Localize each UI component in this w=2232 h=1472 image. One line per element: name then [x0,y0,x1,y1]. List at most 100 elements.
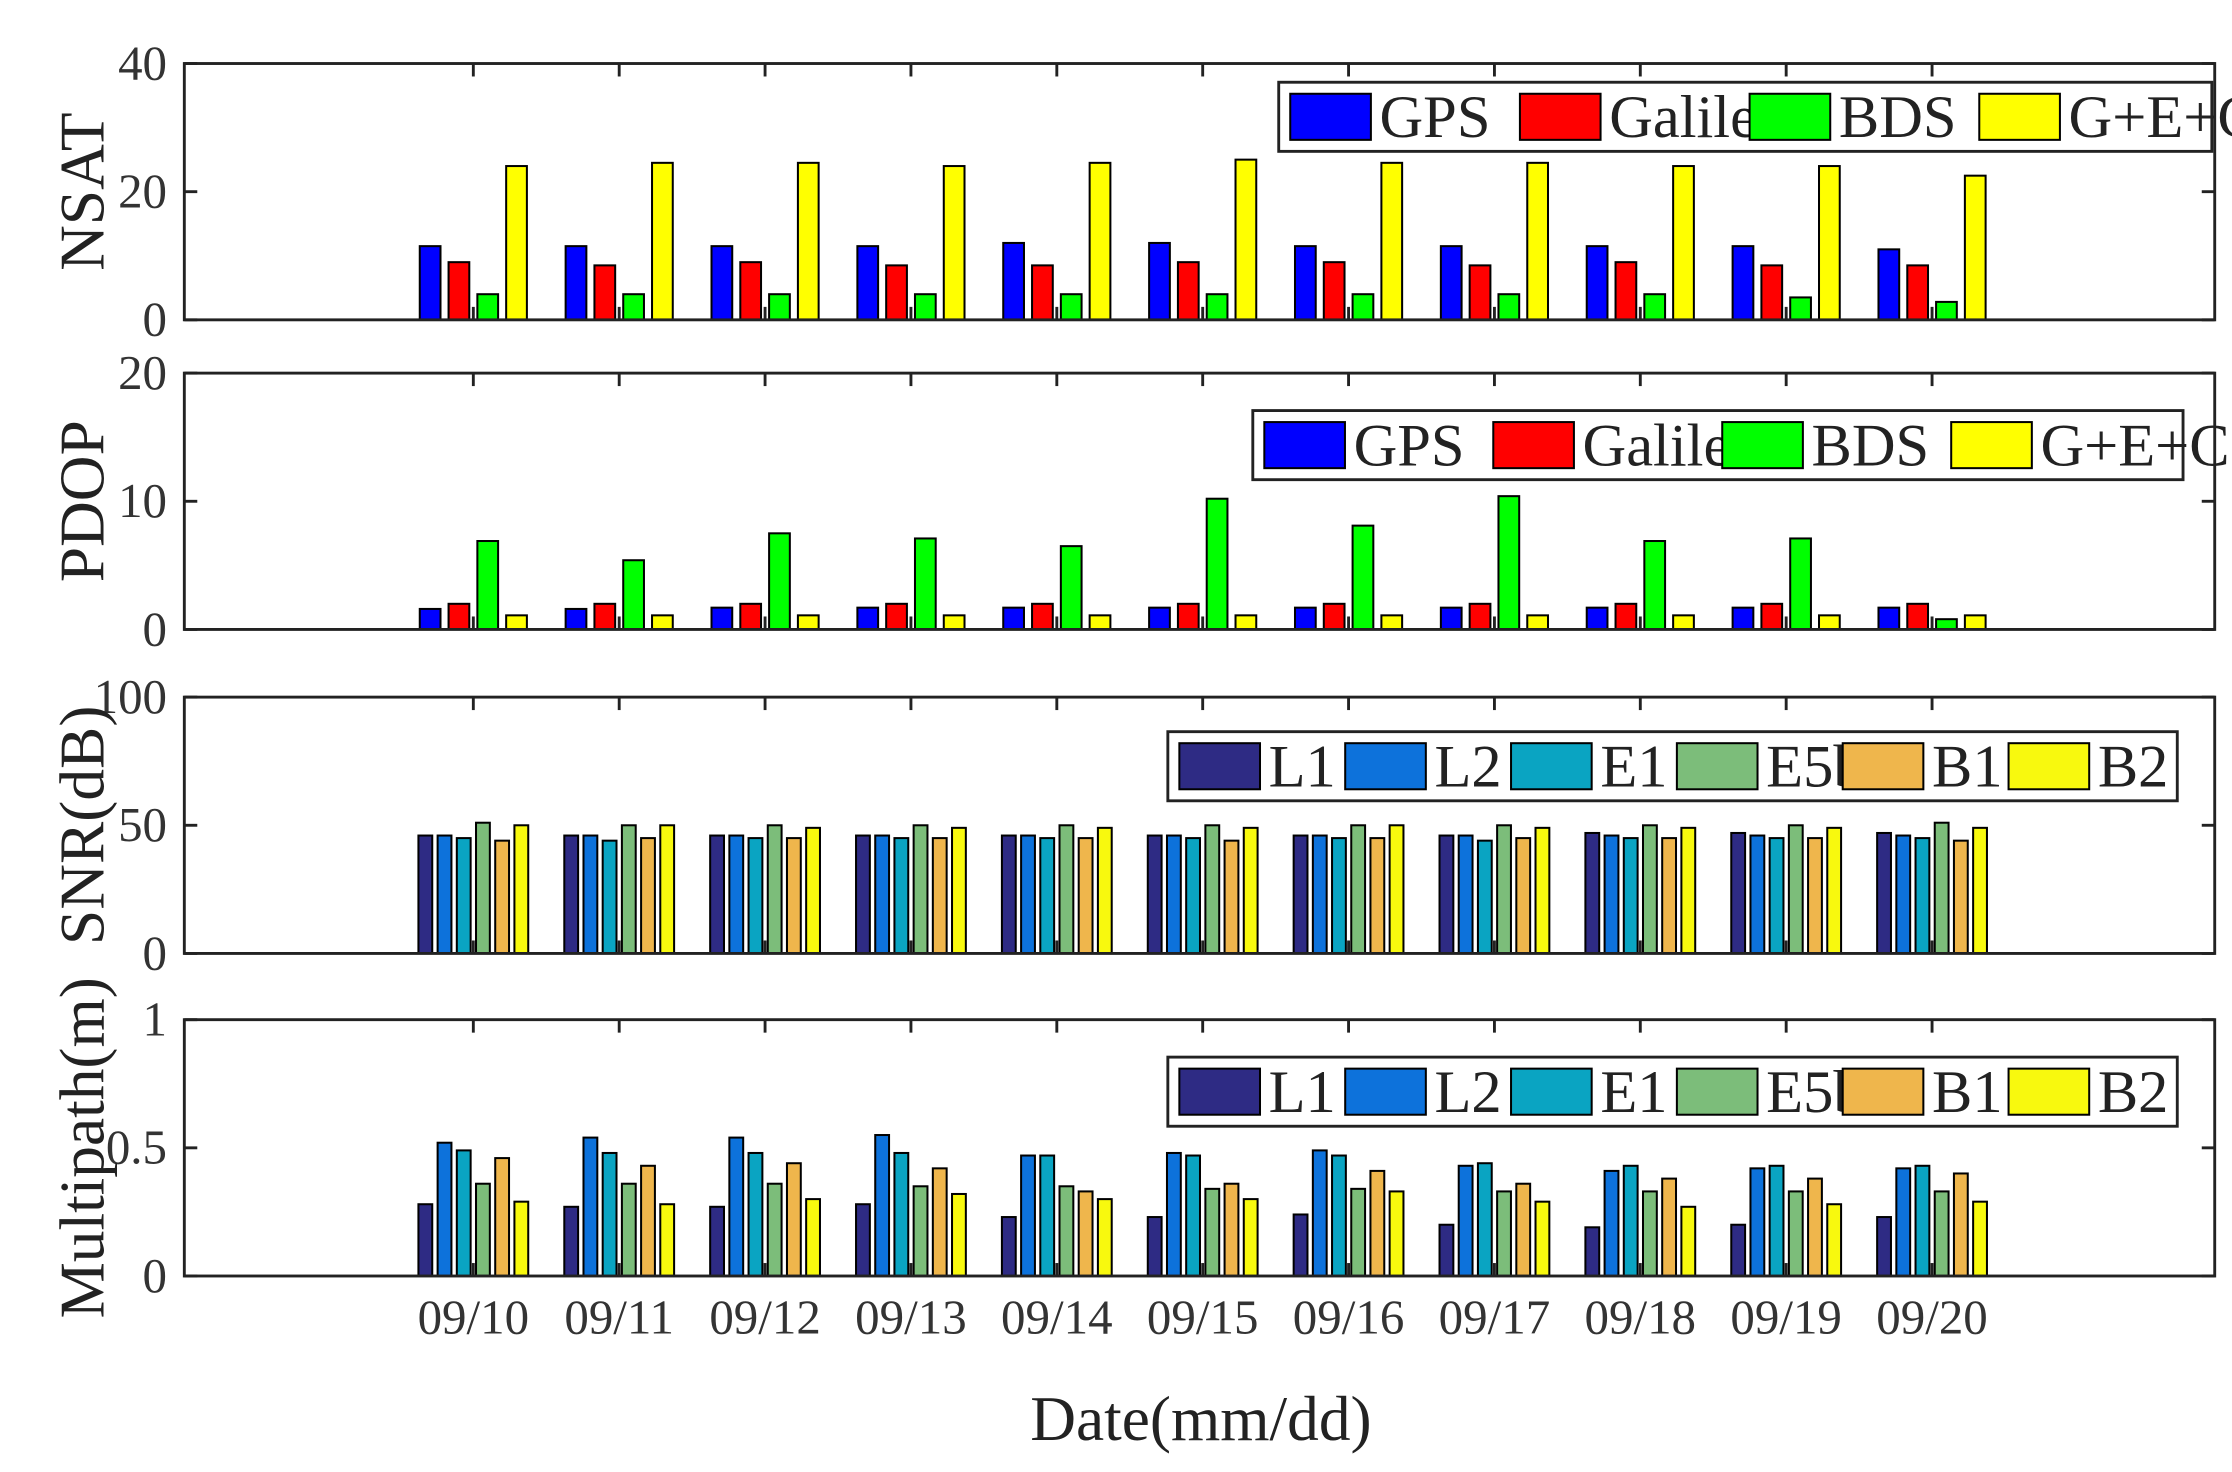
bar-l1-09-18 [1584,1226,1601,1278]
legend-swatch-b1 [1841,1067,1925,1116]
bar-gps-09-15 [1148,606,1171,631]
y-axis-title: NSAT [48,112,118,270]
bar-b2-09-10 [513,1200,530,1278]
bar-l2-09-15 [1165,1151,1182,1278]
bar-e5b-09-19 [1787,1190,1804,1278]
bar-b1-09-14 [1077,1190,1094,1278]
panel-3: 0 0.5 1 09/10 09/11 09/12 09/13 09/14 09/15 09/16… [48,977,2217,1345]
bar-l2-09-10 [436,834,453,955]
bar-l2-09-11 [582,834,599,955]
bar-e5b-09-11 [620,1182,637,1278]
bar-g-e-c-09-16 [1380,614,1404,631]
bar-e1-09-16 [1331,1154,1347,1278]
bar-bds-09-11 [622,293,645,321]
bar-bds-09-13 [913,537,937,631]
y-tick-label: 0 [143,292,167,347]
bar-gps-09-10 [418,607,442,631]
legend-label: G+E+C [2069,84,2232,151]
bar-e5b-09-12 [766,1182,783,1278]
legend-label: E1 [1600,733,1667,800]
legend: L1 L2 E1 E5b B1 B2 [1166,730,2179,803]
bar-b1-09-10 [494,1157,511,1278]
bar-bds-09-18 [1643,540,1667,631]
y-tick-label: 0 [143,925,167,980]
bar-g-e-c-09-11 [651,161,674,321]
bar-g-e-c-09-14 [1088,614,1112,631]
bar-e1-09-14 [1039,837,1056,955]
bar-bds-09-13 [913,293,937,321]
bar-b1-09-20 [1952,1172,1969,1278]
bar-b2-09-19 [1826,826,1843,955]
bar-l2-09-12 [728,1136,745,1278]
bar-gps-09-13 [856,245,880,321]
bar-e5b-09-15 [1204,1187,1221,1278]
bar-l1-09-14 [1000,1216,1017,1278]
legend-swatch-l1 [1178,1067,1262,1116]
legend-label: B1 [1932,1059,2003,1126]
bar-e5b-09-10 [475,821,491,955]
x-tick-label: 09/18 [1585,1290,1697,1345]
bar-bds-09-19 [1789,296,1812,321]
bar-e5b-09-16 [1350,824,1367,955]
bar-gps-09-11 [564,245,588,321]
bar-b2-09-17 [1534,826,1551,955]
bar-e1-09-11 [601,839,618,955]
bar-galileo-09-15 [1176,602,1200,631]
bar-e5b-09-20 [1933,1190,1950,1278]
legend-label: E1 [1600,1059,1667,1126]
bar-galileo-09-10 [447,602,471,631]
bar-b2-09-13 [951,1192,967,1278]
legend-swatch-l1 [1178,742,1262,791]
bar-e5b-09-11 [620,824,637,955]
legend-swatch-e5b [1675,1067,1759,1116]
bar-b1-09-20 [1952,839,1969,955]
bar-b2-09-19 [1826,1203,1843,1278]
bar-l1-09-19 [1730,1223,1747,1278]
bar-galileo-09-20 [1906,602,1930,631]
bar-b2-09-20 [1972,1200,1988,1278]
bar-l1-09-10 [417,834,434,955]
bar-gps-09-14 [1002,606,1025,631]
bar-galileo-09-13 [885,264,908,321]
bar-galileo-09-10 [447,261,471,321]
bar-e5b-09-20 [1933,821,1950,955]
x-tick-label: 09/12 [709,1290,821,1345]
bar-e1-09-20 [1914,1164,1931,1278]
bar-bds-09-10 [476,540,500,631]
bar-bds-09-20 [1935,300,1958,321]
bar-e5b-09-18 [1641,824,1658,955]
legend-swatch-bds [1721,421,1804,470]
bar-b1-09-10 [494,839,511,955]
legend-swatch-gps [1289,92,1372,141]
legend-swatch-b1 [1841,742,1925,791]
bar-l1-09-18 [1584,831,1601,955]
bar-e1-09-19 [1768,1164,1785,1278]
bar-g-e-c-09-19 [1817,165,1841,321]
bar-b1-09-16 [1369,1169,1386,1278]
bar-bds-09-17 [1497,293,1521,321]
bar-e5b-09-18 [1641,1190,1658,1278]
bar-gps-09-10 [418,245,442,321]
legend-swatch-galileo [1492,421,1575,470]
bar-b1-09-17 [1515,837,1532,955]
bar-galileo-09-16 [1322,261,1346,321]
bar-b2-09-11 [659,824,676,955]
y-axis-title: Multipath(m) [48,977,118,1318]
bar-e1-09-15 [1185,837,1202,955]
bar-g-e-c-09-10 [505,165,528,321]
y-tick-label: 50 [118,797,167,852]
bar-b1-09-13 [931,1167,948,1278]
x-tick-label: 09/14 [1001,1290,1113,1345]
bar-e1-09-19 [1768,837,1785,955]
bar-galileo-09-13 [885,602,908,631]
legend-swatch-gps [1263,421,1346,470]
bar-bds-09-20 [1935,618,1958,631]
bar-l1-09-12 [709,834,725,955]
x-tick-label: 09/20 [1876,1290,1988,1345]
bar-gps-09-17 [1439,245,1463,321]
bar-b2-09-20 [1972,826,1988,955]
bar-b1-09-15 [1223,1182,1240,1278]
bar-gps-09-14 [1002,241,1025,321]
